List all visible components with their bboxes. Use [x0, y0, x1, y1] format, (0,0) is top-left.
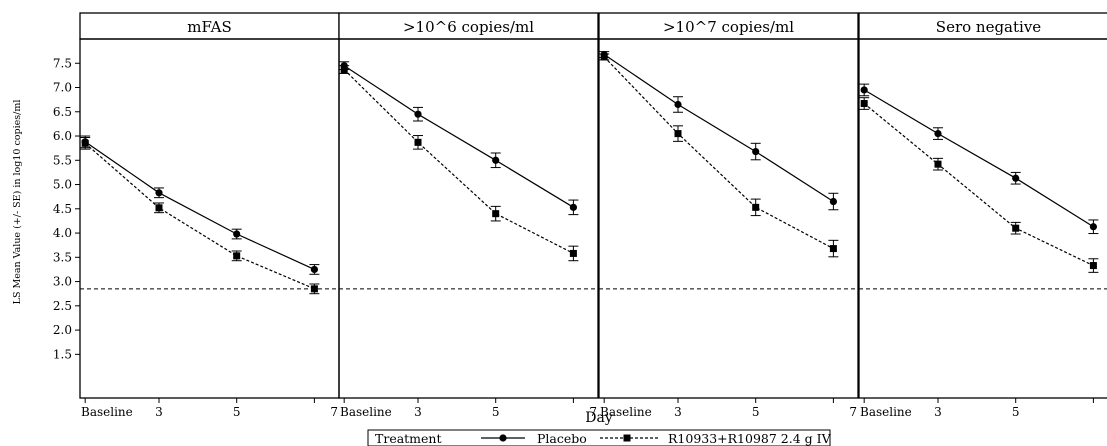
y-tick-label-5-0: 5.0 — [53, 178, 72, 192]
data-point-placebo — [569, 203, 577, 211]
data-point-placebo — [1089, 223, 1097, 231]
data-point-treatment — [569, 249, 577, 257]
panel-title-sero-negative: Sero negative — [936, 18, 1042, 36]
series-line-placebo-10-7-copies-ml — [603, 54, 834, 203]
data-point-placebo — [155, 189, 163, 197]
data-point-placebo — [492, 156, 500, 164]
y-tick-label-3-5: 3.5 — [53, 250, 72, 264]
y-tick-label-3-0: 3.0 — [53, 275, 72, 289]
data-point-treatment — [1012, 224, 1020, 232]
series-line-placebo-mfas — [84, 141, 315, 270]
data-point-treatment — [600, 53, 608, 61]
y-tick-label-2-0: 2.0 — [53, 323, 72, 337]
data-point-placebo — [860, 86, 868, 94]
series-line-placebo-sero-negative — [863, 89, 1094, 228]
y-tick-label-4-0: 4.0 — [53, 226, 72, 240]
x-tick-label-3: 3 — [414, 405, 422, 419]
data-point-treatment — [492, 210, 500, 218]
data-point-treatment — [233, 252, 241, 260]
series-line-treatment-mfas — [84, 142, 315, 290]
panel-title-mfas: mFAS — [187, 18, 231, 36]
legend-entry-treatment: R10933+R10987 2.4 g IV — [668, 431, 832, 446]
legend-frame — [367, 429, 831, 446]
x-tick-label-baseline: Baseline — [81, 405, 133, 419]
data-point-treatment — [1089, 262, 1097, 270]
data-point-treatment — [752, 203, 760, 211]
data-point-placebo — [934, 130, 942, 138]
series-line-treatment-10-7-copies-ml — [603, 56, 834, 250]
y-tick-label-6-0: 6.0 — [53, 129, 72, 143]
data-point-treatment — [81, 139, 89, 147]
panel-title-10-7-copies-ml: >10^7 copies/ml — [663, 18, 794, 36]
data-point-treatment — [829, 245, 837, 253]
panel-frame-10-6-copies-ml — [338, 38, 599, 399]
data-point-treatment — [340, 66, 348, 74]
x-tick-label-baseline: Baseline — [860, 405, 912, 419]
x-tick-label-7: 7 — [849, 405, 857, 419]
x-tick-label-3: 3 — [674, 405, 682, 419]
y-tick-label-2-5: 2.5 — [53, 299, 72, 313]
series-line-treatment-sero-negative — [863, 103, 1094, 267]
y-tick-label-1-5: 1.5 — [53, 347, 72, 361]
panel-header-sero-negative — [858, 12, 1107, 40]
data-point-treatment — [934, 160, 942, 168]
x-tick-label-5: 5 — [1012, 405, 1020, 419]
data-point-placebo — [310, 265, 318, 274]
data-point-placebo — [414, 110, 422, 118]
data-point-placebo — [1012, 174, 1020, 182]
series-line-treatment-10-6-copies-ml — [343, 69, 574, 254]
x-axis-label: Day — [585, 410, 613, 426]
x-tick-label-baseline: Baseline — [340, 405, 392, 419]
y-axis-label: LS Mean Value (+/- SE) in log10 copies/m… — [12, 100, 23, 305]
data-point-treatment — [860, 100, 868, 108]
x-tick-label-3: 3 — [934, 405, 942, 419]
y-tick-label-5-5: 5.5 — [53, 153, 72, 167]
x-tick-label-baseline: Baseline — [600, 405, 652, 419]
data-point-placebo — [752, 147, 760, 156]
y-tick-label-6-5: 6.5 — [53, 105, 72, 119]
data-point-treatment — [674, 130, 682, 138]
y-tick-label-7-5: 7.5 — [53, 56, 72, 70]
legend-treatment-marker — [623, 434, 631, 442]
legend-title: Treatment — [375, 431, 442, 446]
y-tick-label-7-0: 7.0 — [53, 81, 72, 95]
panel-header-10-7-copies-ml — [598, 12, 859, 40]
series-line-placebo-10-6-copies-ml — [343, 65, 574, 208]
x-tick-label-3: 3 — [155, 405, 163, 419]
x-tick-label-5: 5 — [492, 405, 500, 419]
data-point-treatment — [414, 138, 422, 146]
data-point-treatment — [155, 204, 163, 212]
legend-entry-placebo: Placebo — [537, 431, 587, 446]
x-tick-label-5: 5 — [233, 405, 241, 419]
panel-frame-sero-negative — [858, 38, 1107, 399]
panel-title-10-6-copies-ml: >10^6 copies/ml — [403, 18, 534, 36]
y-tick-label-4-5: 4.5 — [53, 202, 72, 216]
data-point-placebo — [674, 100, 682, 109]
legend-placebo-marker — [499, 434, 507, 442]
data-point-placebo — [829, 197, 837, 206]
legend: Treatment Placebo R10933+R10987 2.4 g IV — [367, 429, 832, 446]
data-point-placebo — [233, 230, 241, 238]
panel-frame-mfas — [79, 38, 340, 399]
x-tick-label-7: 7 — [589, 405, 597, 419]
plot-area: 1.5 2.0 2.5 3.0 3.5 4.0 4.5 5.0 5.5 6.0 6.5 7.0 7.5 m… — [53, 12, 1107, 419]
data-point-treatment — [310, 285, 318, 293]
x-tick-label-7: 7 — [330, 405, 338, 419]
panel-header-10-6-copies-ml — [338, 12, 599, 40]
x-tick-label-5: 5 — [752, 405, 760, 419]
panel-frame-10-7-copies-ml — [598, 38, 859, 399]
